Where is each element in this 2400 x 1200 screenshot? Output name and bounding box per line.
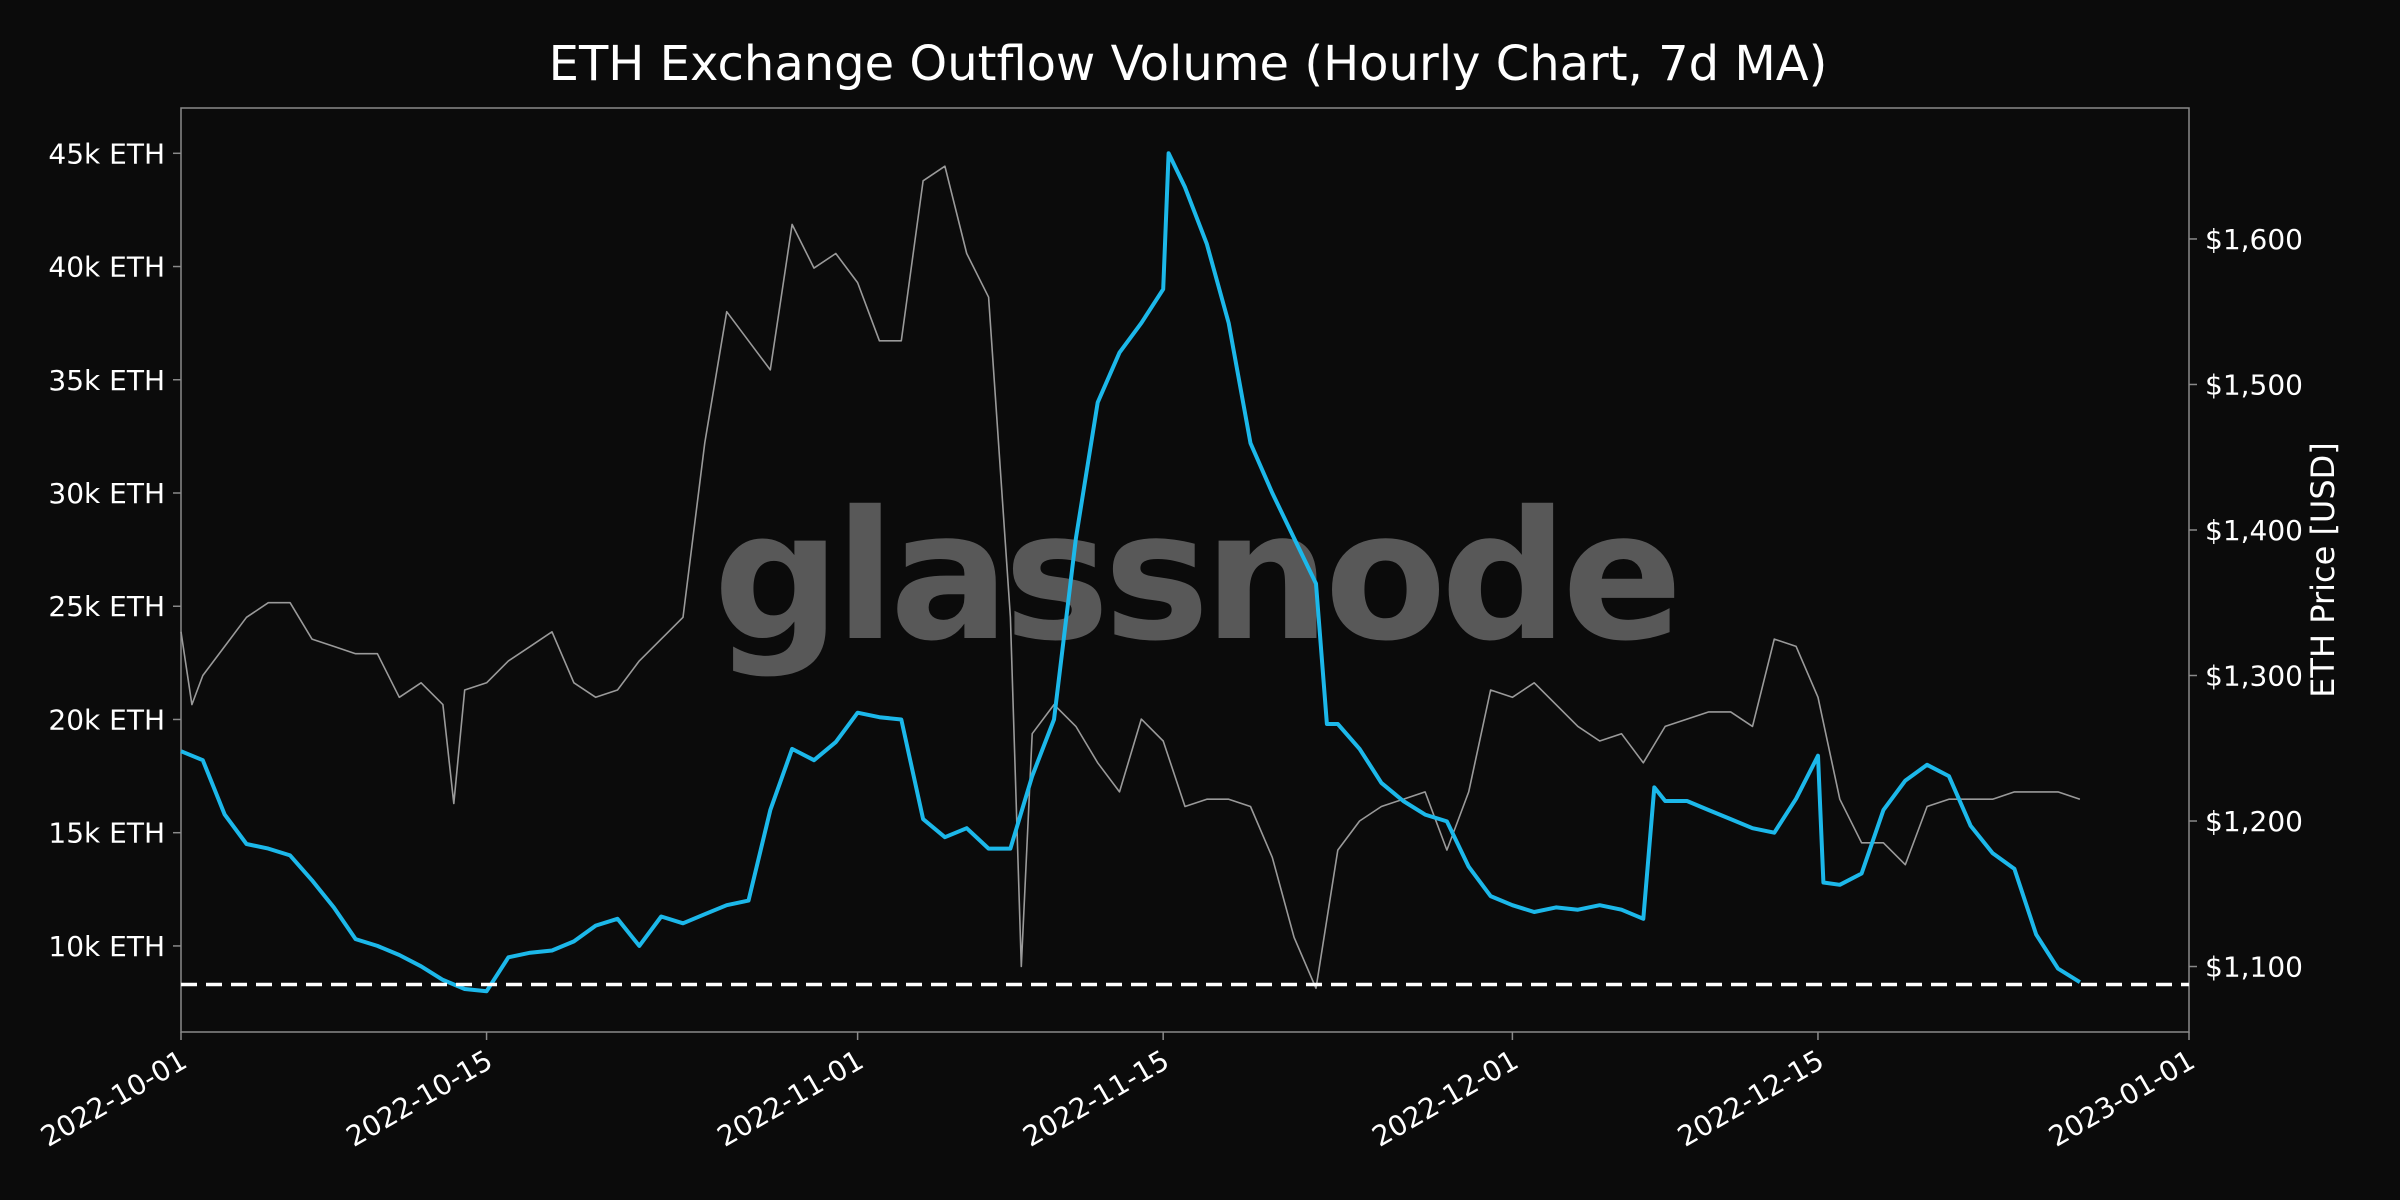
price-series (180, 165, 2081, 990)
right-tick-label: $1,400 (2205, 514, 2303, 547)
x-tick-label: 2023-01-01 (2043, 1043, 2200, 1153)
x-tick-label: 2022-12-15 (1672, 1043, 1829, 1153)
right-tick-label: $1,200 (2205, 805, 2303, 838)
outflow-series (180, 151, 2081, 994)
x-tick-label: 2022-10-01 (35, 1043, 192, 1153)
left-tick-label: 20k ETH (48, 703, 165, 736)
left-tick-label: 30k ETH (48, 477, 165, 510)
price-line (180, 165, 2081, 990)
left-tick-label: 25k ETH (48, 590, 165, 623)
left-tick-label: 45k ETH (48, 137, 165, 170)
x-tick-label: 2022-12-01 (1366, 1043, 1523, 1153)
x-tick-label: 2022-10-15 (341, 1043, 498, 1153)
right-tick-label: $1,500 (2205, 368, 2303, 401)
left-tick-label: 10k ETH (48, 930, 165, 963)
left-tick-label: 40k ETH (48, 251, 165, 284)
left-tick-label: 15k ETH (48, 817, 165, 850)
outflow-line (180, 151, 2081, 994)
right-axis: $1,100 $1,200 $1,300 $1,400 $1,500 $1,600 (2189, 223, 2303, 984)
right-tick-label: $1,600 (2205, 223, 2303, 256)
chart-title: ETH Exchange Outflow Volume (Hourly Char… (548, 36, 1828, 92)
left-tick-label: 35k ETH (48, 364, 165, 397)
right-tick-label: $1,300 (2205, 659, 2303, 692)
x-tick-label: 2022-11-15 (1017, 1043, 1174, 1153)
x-axis: 2022-10-01 2022-10-15 2022-11-01 2022-11-15… (35, 1032, 2201, 1153)
right-axis-label: ETH Price [USD] (2304, 442, 2342, 698)
watermark-glassnode: glassnode (713, 473, 1677, 680)
left-axis: 10k ETH 15k ETH 20k ETH 25k ETH 30k ETH 35k E… (48, 137, 181, 963)
right-tick-label: $1,100 (2205, 951, 2303, 984)
x-tick-label: 2022-11-01 (712, 1043, 869, 1153)
